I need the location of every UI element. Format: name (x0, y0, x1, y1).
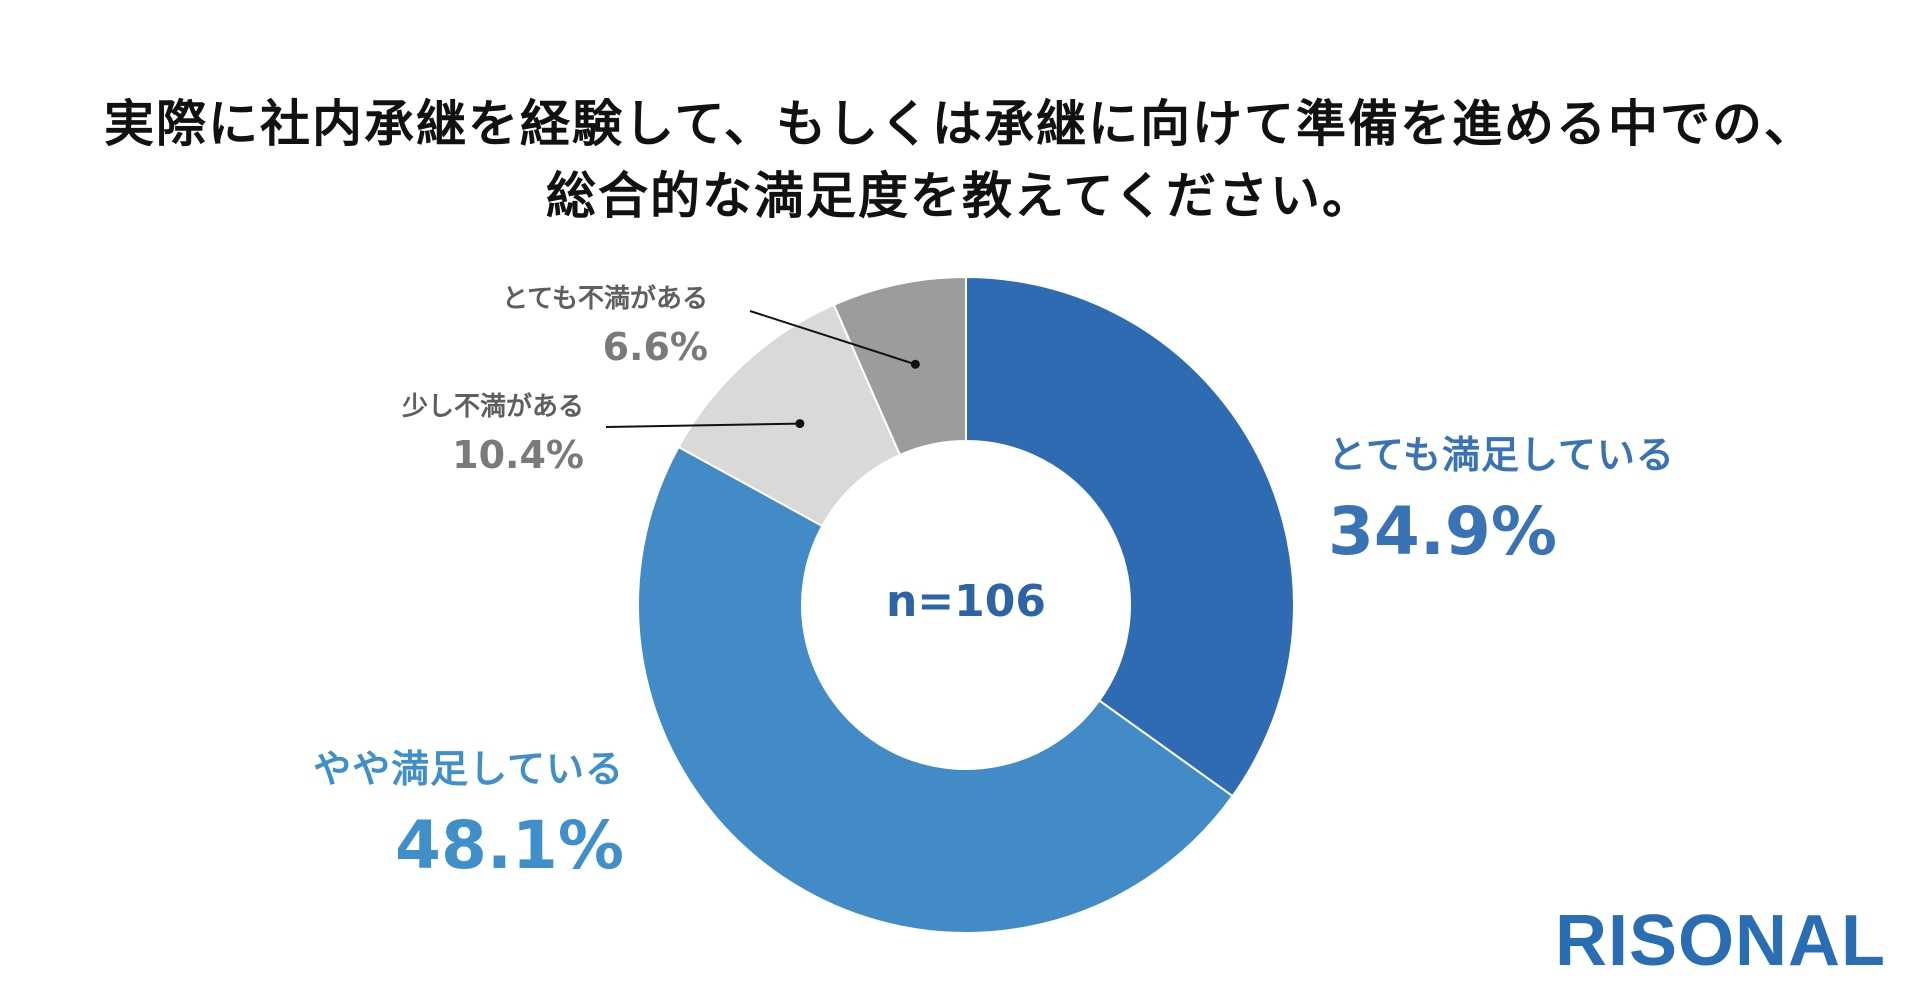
value-label-very-satisfied: 34.9% (1328, 493, 1557, 570)
leader-line-slightly-dissatisfied (605, 422, 800, 428)
donut-slice-very-dissatisfied (832, 275, 967, 457)
chart-title: 実際に社内承継を経験して、もしくは承継に向けて準備を進める中での、 総合的な満足… (0, 88, 1920, 232)
category-label-very-satisfied: とても満足している (1328, 433, 1675, 477)
category-label-somewhat-satisfied: やや満足している (313, 747, 624, 791)
label-slightly-dissatisfied: 少し不満がある 10.4% (380, 386, 584, 477)
value-label-very-dissatisfied: 6.6% (602, 325, 708, 369)
donut-slice-somewhat-satisfied (637, 445, 1234, 934)
value-label-somewhat-satisfied: 48.1% (395, 807, 624, 884)
chart-title-line-2: 総合的な満足度を教えてください。 (546, 167, 1374, 225)
sample-size-label: n=106 (885, 576, 1047, 627)
label-somewhat-satisfied: やや満足している 48.1% (260, 738, 624, 884)
leader-dot-slightly-dissatisfied (795, 419, 805, 429)
risonal-logo: RISONAL (1555, 901, 1886, 981)
category-label-slightly-dissatisfied: 少し不満がある (401, 392, 584, 422)
label-very-dissatisfied: とても不満がある 6.6% (476, 278, 708, 369)
label-very-satisfied: とても満足している 34.9% (1328, 424, 1675, 570)
category-label-very-dissatisfied: とても不満がある (502, 284, 708, 314)
leader-dot-very-dissatisfied (910, 359, 920, 369)
chart-title-line-1: 実際に社内承継を経験して、もしくは承継に向けて準備を進める中での、 (104, 95, 1816, 153)
value-label-slightly-dissatisfied: 10.4% (452, 433, 584, 477)
leader-line-very-dissatisfied (749, 310, 916, 366)
donut-slice-very-satisfied (965, 275, 1295, 798)
